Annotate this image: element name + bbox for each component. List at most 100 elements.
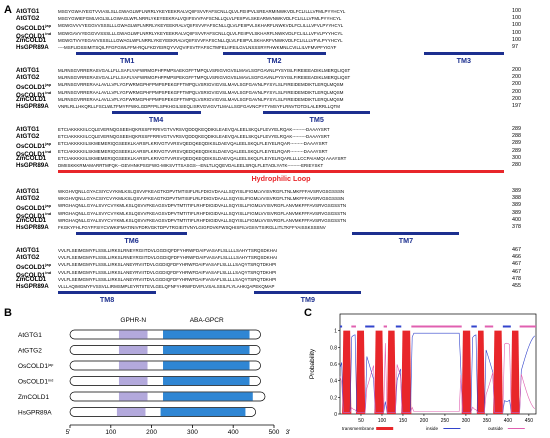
residue-count: 466 (512, 254, 521, 261)
sequence-residues: MLRNSGVRRERASVGALLFLLSAFLYAFWRMGPHFPMPSP… (58, 75, 351, 81)
domain-bar (223, 52, 326, 55)
sequence-name: ZmCOLD1 (16, 95, 47, 103)
residue-count: 200 (512, 95, 521, 102)
residue-count: 300 (512, 154, 521, 161)
sequence-residues: MGWGTVVYEGAVVSSSLLLGWAGLWFLNRRLYKEYEEKRA… (58, 37, 343, 43)
residue-count: 289 (512, 147, 521, 154)
axis-tick-label: 5' (66, 429, 71, 436)
residue-count: 100 (512, 29, 521, 36)
sequence-residues: ETCIAKKKKIILCQLEVERNQGSEEHQKRSSFFRRIVGTV… (58, 134, 330, 140)
gphr-domain (118, 361, 148, 370)
residue-count: 197 (512, 103, 521, 109)
sequence-name: AtGTG2 (16, 254, 40, 262)
subspecies-superscript: ind (45, 89, 52, 95)
sequence-residues: VVLFLSEIMGMYFLSSILLIRKSLANEYRVIITDVLGGDI… (58, 276, 277, 282)
sequence-residues: MGWGAVVYEGGVVSSSLLLGWAGLWFLNRRLYKEYEEKRA… (58, 30, 343, 36)
tm-segment (387, 330, 396, 414)
domain-bar (58, 291, 157, 294)
alignment-row: OsCOLD1ind VVLFLSEIMGMYFLSSILLIRKSLANEYRV… (0, 269, 550, 279)
sequence-residues: VNRLRLLHKQRLLFSCLWLTFMYFFWKLGDPFPILSPKHG… (58, 104, 340, 109)
sequence-residues: MLRNSGVRRERAALAVLLVFLYGFWRMGPHFPMPSPEKGF… (58, 96, 344, 102)
sequence-residues: WRGHAQNLLGYALSVYCVYKMLKSLQSVVFKEAGSVDPVT… (58, 210, 347, 216)
protein-name: AtGTG1 (18, 332, 42, 339)
residue-count: 100 (512, 22, 521, 29)
x-tick-label: 400 (504, 418, 513, 424)
axis-tick-label: 200 (146, 429, 157, 436)
domain-bar (352, 232, 460, 235)
sequence-residues: VLLLAQIMGMYFVSSVLLIRMSMPLEYRTIITEVLGELQF… (58, 284, 275, 289)
tm-segment (355, 330, 366, 414)
domain-label: TM2 (267, 56, 282, 66)
alignment-row: OsCOLD1jap WRGHAQNLLGYALSVYCVYKMLKSLQSVVF… (0, 202, 550, 212)
sequence-residues: WRGHAQNLLGYALSVYCVYKMLKSLQSVVFKEAGSVDPVT… (58, 203, 347, 209)
residue-count: 97 (512, 44, 518, 50)
residue-count: 289 (512, 126, 521, 132)
domain-bar (58, 170, 504, 173)
residue-count: 100 (512, 15, 521, 22)
domain-label: TM4 (148, 115, 164, 125)
alignment-row: OsCOLD1jap VVLFLSEIMGMYFLSSILLIRKSLANEYRV… (0, 261, 550, 271)
alignment-row: OsCOLD1ind MLRNSGVRRERAALAVLLVFLYGFWRMGPH… (0, 89, 550, 99)
domain-bar (111, 111, 201, 114)
subspecies-superscript: ind (45, 210, 52, 216)
protein-name: OsCOLD1ind (18, 377, 53, 386)
sequence-residues: MLRNSGVRRERAALAVLLVFLYGFWRMGPHFPMPSPEKGF… (58, 82, 344, 88)
alignment-row: AtGTG1 MLRNSGVRRERASVGALLFLLSAFLYAFWRMGPH… (0, 67, 550, 74)
sequence-name: OsCOLD1ind (16, 89, 52, 99)
x-tick-label: 100 (378, 418, 387, 424)
residue-count: 100 (512, 8, 521, 14)
domain-label: TM6 (124, 236, 139, 246)
gphr-domain (118, 330, 148, 339)
x-tick-label: 200 (420, 418, 429, 424)
residue-count: 200 (512, 74, 521, 81)
alignment-row: ZmCOLD1 MGWGTVVYEGAVVSSSLLLGWAGLWFLNRRLYK… (0, 37, 550, 44)
alignment-row: OsCOLD1jap MLRNSGVRRERAALAVLLVFLYGFWRMGPH… (0, 81, 550, 91)
protein-name: HsGPR89A (18, 410, 52, 417)
residue-count: 289 (512, 140, 521, 147)
alignment-row: AtGTG1 WKGHVQNLLGYACSIYCVYKMLKSLQSVVFKEAG… (0, 188, 550, 195)
alignment-row: AtGTG2 VVLFLSEIMGMYFLSSILLIRKSLRNEYRGIITD… (0, 254, 550, 261)
x-tick-label: 250 (441, 418, 450, 424)
subspecies-superscript: jap (45, 141, 52, 147)
x-tick-label: 50 (358, 418, 364, 424)
sequence-residues: MLRNSGVRRERASVGALLFLLSAFLYAFWRMGPHFPMPSA… (58, 68, 351, 73)
alignment-row: AtGTG1 ETCIAKKKKIILCQLEVERNQGSEEHQKRSSFFR… (0, 126, 550, 133)
sequence-residues: ETCIAKKKKIILSKMEMERIQGSEEKLKARSFLKRIVGTV… (58, 141, 328, 147)
sequence-name: AtGTG2 (16, 15, 40, 23)
x-tick-label: 300 (462, 418, 471, 424)
protein-name: AtGTG2 (18, 348, 42, 355)
alignment-row: OsCOLD1jap ETCIAKKKKIILSKMEMERIQGSEEKLKAR… (0, 140, 550, 150)
alignment-row: OsCOLD1ind MGWGAVVYEGGVVSSSLLLGWAGLWFLNRR… (0, 29, 550, 40)
residue-count: 100 (512, 36, 521, 43)
domain-bar (75, 232, 188, 235)
sequence-residues: VVLFLSEIMGMYFLSSILLIRKSLRNEYRGIITDVLGGDI… (58, 248, 278, 253)
sequence-name: AtGTG1 (16, 8, 40, 15)
y-tick-label: 0.2 (330, 395, 337, 401)
sequence-name: AtGTG1 (16, 247, 40, 254)
sequence-residues: ETCIAKKKKIILCQLEVERNQGSEEHQKRSSFFRRIVGTV… (58, 127, 330, 132)
sequence-residues: VVLFLSEIMGMYFLSSILLIRKSLANEYRVIITDVLGGDI… (58, 269, 277, 275)
tm-segment (510, 330, 520, 414)
alignment-row: AtGTG2 ETCIAKKKKIILCQLEVERNQGSEEHQKRSSFFR… (0, 133, 550, 140)
subspecies-superscript: jap (45, 262, 52, 268)
alignment-row: OsCOLD1ind ETCIAKKKKIILSKMEMERIQGSEEKLKAR… (0, 147, 550, 158)
aba-header: ABA-GPCR (190, 317, 224, 324)
gphr-header: GPHR-N (120, 317, 146, 324)
sequence-residues: ETCIAKKKKIILSKMEMERIQGSEEKLKARSFLKRIVGTV… (58, 148, 328, 154)
residue-count: 378 (512, 224, 521, 230)
subspecies-superscript: ind (48, 377, 53, 382)
residue-count: 478 (512, 275, 521, 282)
residue-count: 467 (512, 261, 521, 268)
subspecies-superscript: jap (47, 362, 54, 367)
axis-tick-label: 300 (187, 429, 198, 436)
residue-count: 200 (512, 67, 521, 73)
legend-label: inside (426, 426, 438, 431)
aba-gpcr-domain (163, 392, 253, 401)
y-tick-label: 0.8 (330, 345, 337, 351)
legend-label: outside (488, 426, 503, 431)
sequence-residues: ----MSFLIDSSIMITSQILFFGFGWLFFM-RQLFKDYEI… (58, 45, 337, 50)
outside-curve (339, 342, 535, 413)
gphr-domain (118, 345, 148, 355)
sequence-name: OsCOLD1jap (16, 23, 52, 33)
